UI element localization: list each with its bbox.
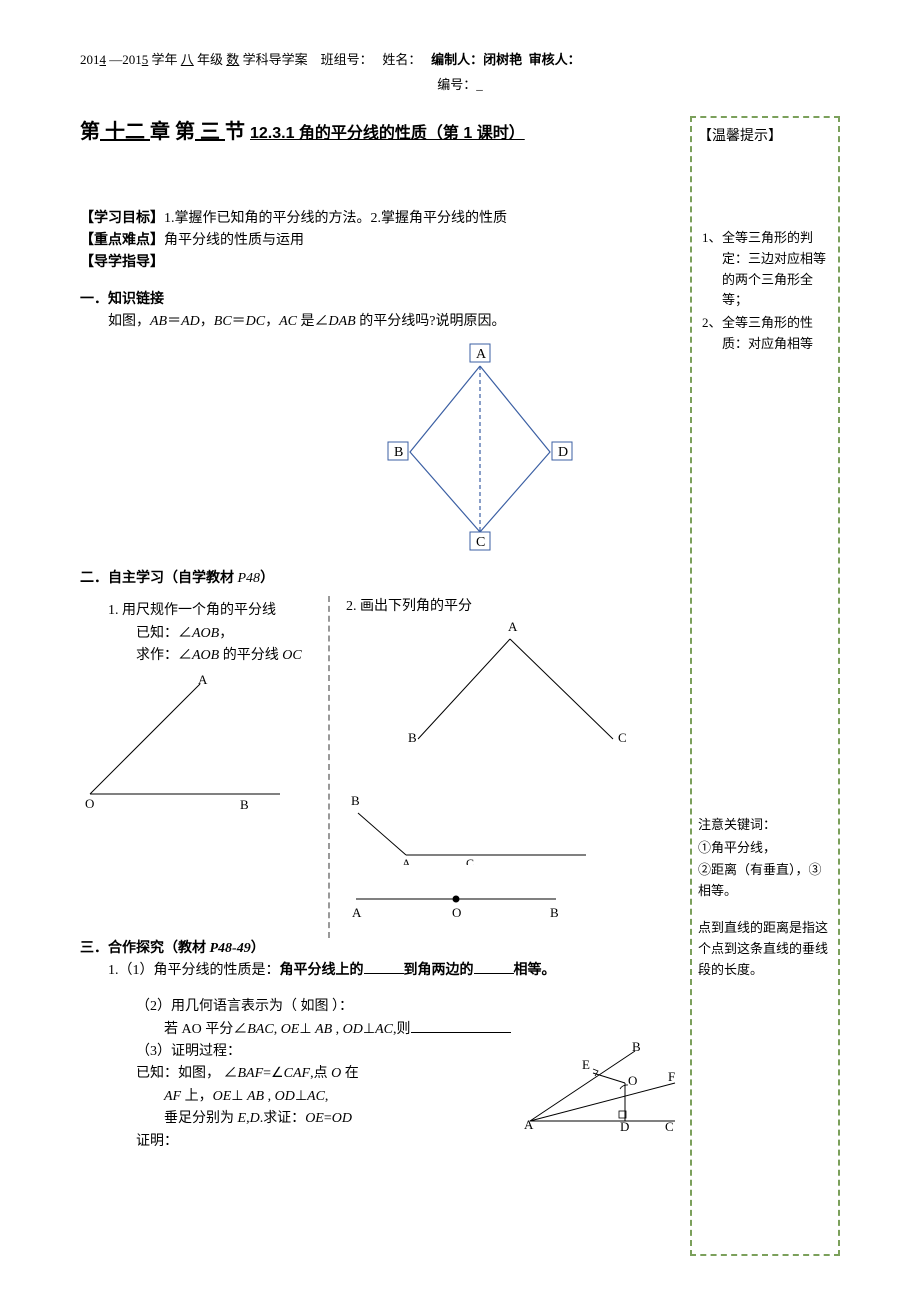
svg-text:D: D bbox=[620, 1119, 629, 1131]
main-column: 第 十二 章 第 三 节 12.3.1 角的平分线的性质（第 1 课时） 【学习… bbox=[80, 116, 680, 1256]
line-aob-diagram: A O B bbox=[346, 879, 566, 929]
side-notes2: 点到直线的距离是指这个点到这条直线的垂线段的长度。 bbox=[698, 918, 832, 980]
section2-title: 二．自主学习（自学教材 P48） bbox=[80, 568, 680, 590]
sub-header: 编号：_ bbox=[80, 75, 840, 96]
guide-label: 【导学指导】 bbox=[80, 252, 680, 274]
side-list: 1、全等三角形的判定：三边对应相等的两个三角形全等； 2、全等三角形的性质：对应… bbox=[698, 228, 832, 355]
svg-text:O: O bbox=[628, 1073, 637, 1088]
svg-text:B: B bbox=[240, 797, 249, 812]
svg-text:F: F bbox=[668, 1069, 675, 1084]
keypoints: 【重点难点】角平分线的性质与运用 bbox=[80, 230, 680, 252]
angle-aob-diagram: A O B bbox=[80, 674, 290, 814]
angle-bac-diagram: B A C bbox=[346, 755, 596, 865]
s3-proof: 证明： bbox=[80, 1131, 680, 1153]
svg-text:B: B bbox=[550, 905, 559, 920]
section1-title: 一．知识链接 bbox=[80, 289, 680, 311]
s3-p1: 1.（1）角平分线的性质是：角平分线上的到角两边的相等。 bbox=[80, 960, 680, 982]
svg-text:B: B bbox=[632, 1041, 641, 1054]
svg-text:B: B bbox=[408, 730, 417, 745]
svg-text:A: A bbox=[352, 905, 362, 920]
header-line: 2014 —2015 学年 八 年级 数 学科导学案 班组号： 姓名： 编制人：… bbox=[80, 50, 840, 71]
construct-col: 1. 用尺规作一个角的平分线 已知：∠AOB， 求作：∠AOB 的平分线 OC … bbox=[80, 596, 330, 937]
side-title: 【温馨提示】 bbox=[698, 126, 832, 148]
side-column: 【温馨提示】 1、全等三角形的判定：三边对应相等的两个三角形全等； 2、全等三角… bbox=[690, 116, 840, 1256]
section3-title: 三．合作探究（教材 P48-49） bbox=[80, 938, 680, 960]
svg-text:A: A bbox=[402, 856, 411, 865]
draw-bisector-col: 2. 画出下列角的平分 A B C B A C bbox=[338, 596, 680, 937]
side-notes1: 注意关键词： ①角平分线， ②距离（有垂直），③相等。 bbox=[698, 815, 832, 902]
svg-text:B: B bbox=[351, 793, 360, 808]
svg-text:C: C bbox=[665, 1119, 674, 1131]
goals: 【学习目标】1.掌握作已知角的平分线的方法。2.掌握角平分线的性质 bbox=[80, 208, 680, 230]
svg-text:C: C bbox=[476, 535, 485, 550]
svg-text:A: A bbox=[198, 674, 208, 687]
svg-text:A: A bbox=[524, 1117, 534, 1131]
svg-text:B: B bbox=[394, 445, 403, 460]
kite-diagram: A B D C bbox=[380, 342, 580, 552]
svg-text:A: A bbox=[508, 619, 518, 634]
svg-text:E: E bbox=[582, 1057, 590, 1072]
s1-question: 如图，AB＝AD，BC＝DC，AC 是∠DAB 的平分线吗?说明原因。 bbox=[80, 311, 680, 333]
svg-text:C: C bbox=[466, 856, 474, 865]
svg-text:A: A bbox=[476, 347, 487, 362]
svg-text:O: O bbox=[85, 796, 94, 811]
proof-diagram: A B C D E F O bbox=[520, 1041, 680, 1131]
svg-text:O: O bbox=[452, 905, 461, 920]
page-title: 第 十二 章 第 三 节 12.3.1 角的平分线的性质（第 1 课时） bbox=[80, 116, 680, 148]
s3-p2: （2）用几何语言表示为（ 如图 ）： bbox=[80, 996, 680, 1018]
svg-text:D: D bbox=[558, 445, 568, 460]
svg-text:C: C bbox=[618, 730, 627, 745]
triangle-abc-diagram: A B C bbox=[398, 619, 628, 749]
s3-p2a: 若 AO 平分∠BAC, OE⊥ AB , OD⊥AC,则 bbox=[80, 1019, 680, 1041]
